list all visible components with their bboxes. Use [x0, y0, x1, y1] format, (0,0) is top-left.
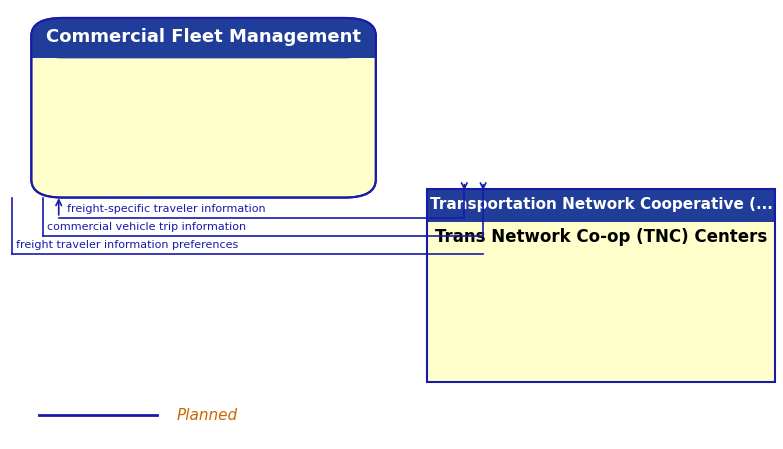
Text: freight traveler information preferences: freight traveler information preferences	[16, 240, 238, 250]
Text: commercial vehicle trip information: commercial vehicle trip information	[47, 222, 246, 232]
Text: Commercial Fleet Management: Commercial Fleet Management	[46, 28, 361, 46]
Bar	[427, 189, 775, 382]
FancyBboxPatch shape	[31, 18, 376, 198]
Text: Planned: Planned	[176, 408, 237, 423]
Text: Trans Network Co-op (TNC) Centers: Trans Network Co-op (TNC) Centers	[435, 228, 767, 246]
Bar	[427, 189, 775, 222]
Text: Transportation Network Cooperative (...: Transportation Network Cooperative (...	[430, 197, 772, 212]
Text: freight-specific traveler information: freight-specific traveler information	[67, 204, 265, 214]
Bar	[31, 36, 376, 58]
Bar	[427, 189, 775, 382]
FancyBboxPatch shape	[31, 18, 376, 58]
